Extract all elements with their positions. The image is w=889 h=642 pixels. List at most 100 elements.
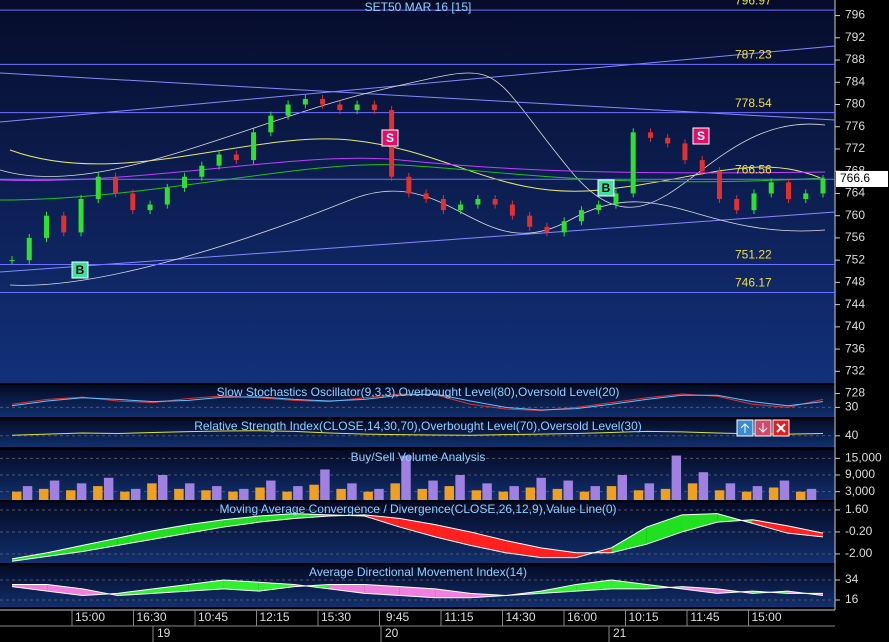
candle	[734, 199, 740, 211]
y-tick-label: 772	[845, 141, 865, 155]
y-tick-label: 40	[845, 428, 859, 442]
candle	[78, 199, 84, 233]
signal-box	[597, 179, 615, 197]
area-fill	[399, 518, 436, 537]
area-fill	[540, 547, 577, 558]
volume-bar	[336, 488, 346, 500]
level-label: 746.17	[735, 276, 772, 290]
volume-bar	[455, 475, 465, 500]
candle	[561, 221, 567, 233]
volume-bar	[444, 486, 454, 500]
y-tick-label: 728	[845, 386, 865, 400]
area-fill	[223, 516, 259, 528]
volume-bar	[563, 480, 573, 500]
volume-bar	[174, 488, 184, 500]
area-fill	[117, 588, 154, 596]
volume-bar	[293, 486, 303, 500]
candle	[665, 137, 671, 144]
candle	[578, 210, 584, 222]
area-fill	[47, 545, 83, 557]
signal-label: S	[386, 131, 394, 145]
y-tick-label: 9,000	[845, 467, 875, 481]
y-tick-label: 792	[845, 30, 865, 44]
y-tick-label: 780	[845, 97, 865, 111]
panel-title: Relative Strength Index(CLOSE,14,30,70),…	[194, 419, 642, 433]
candle	[613, 193, 619, 205]
volume-bar	[606, 486, 617, 500]
y-tick-label: 784	[845, 74, 865, 88]
volume-bar	[660, 488, 671, 500]
volume-bar	[714, 490, 725, 500]
candle	[716, 171, 722, 200]
ma-line	[0, 164, 826, 201]
candle	[647, 132, 653, 138]
volume-bar	[536, 477, 546, 500]
y-tick-label: 16	[845, 592, 859, 606]
y-tick-label: -0.20	[845, 524, 873, 538]
volume-bar	[579, 491, 590, 500]
candle	[251, 132, 257, 161]
volume-bar	[390, 483, 400, 500]
signal-label: S	[697, 129, 705, 143]
volume-bar	[552, 488, 563, 500]
indicator-line	[11, 514, 824, 562]
volume-bar	[779, 480, 790, 500]
trend-line	[0, 211, 836, 273]
volume-bar	[212, 486, 222, 500]
volume-bar	[687, 483, 698, 500]
candle	[182, 176, 188, 188]
x-tick-label: 15:30	[321, 610, 351, 624]
volume-bar	[309, 484, 319, 500]
y-tick-label: 744	[845, 297, 865, 311]
volume-bar	[525, 487, 536, 500]
volume-bar	[401, 455, 411, 500]
x-tick-label: 16:00	[567, 610, 597, 624]
volume-bar	[228, 491, 238, 500]
volume-bar	[363, 491, 373, 500]
candle	[233, 154, 239, 161]
signal-label: B	[602, 181, 611, 195]
x-tick-label: 11:45	[690, 610, 719, 624]
area-fill	[435, 524, 471, 546]
x-tick-label: 16:30	[136, 610, 166, 624]
y-tick-label: 3,000	[845, 484, 875, 498]
volume-bar	[282, 491, 292, 500]
volume-bar	[752, 486, 763, 500]
candle	[423, 193, 429, 200]
candle	[9, 260, 15, 262]
candle	[164, 187, 170, 205]
area-fill	[153, 584, 189, 594]
y-tick-label: 740	[845, 319, 865, 333]
volume-bar	[374, 488, 384, 500]
x-tick-label: 15:00	[751, 610, 781, 624]
trend-line	[0, 45, 836, 123]
candle	[544, 226, 550, 233]
area-fill	[188, 519, 224, 534]
volume-bar	[768, 487, 779, 500]
close-buttons	[736, 419, 790, 437]
volume-bar	[239, 488, 249, 500]
volume-bar	[617, 475, 628, 500]
panel-title: Slow Stochastics Oscillator(9,3,3),Overb…	[217, 385, 620, 399]
date-label: 19	[157, 626, 171, 640]
volume-bar	[644, 483, 655, 500]
y-tick-label: 1.60	[845, 502, 869, 516]
area-fill	[82, 588, 118, 596]
y-tick-label: 732	[845, 363, 865, 377]
x-tick-label: 10:15	[628, 610, 658, 624]
x-tick-label: 9:45	[386, 610, 410, 624]
arrow-icon	[758, 423, 768, 433]
area-fill	[399, 586, 436, 598]
area-fill	[12, 552, 48, 562]
area-fill	[258, 582, 295, 592]
candle	[682, 143, 688, 161]
indicator-line	[11, 430, 824, 436]
y-tick-label: 752	[845, 252, 865, 266]
level-label: 796.97	[735, 0, 772, 7]
candle	[596, 204, 602, 211]
y-tick-label: 760	[845, 208, 865, 222]
level-label: 787.23	[735, 47, 772, 61]
candle	[371, 104, 377, 111]
signal-box	[381, 129, 399, 147]
volume-bar	[671, 455, 682, 500]
